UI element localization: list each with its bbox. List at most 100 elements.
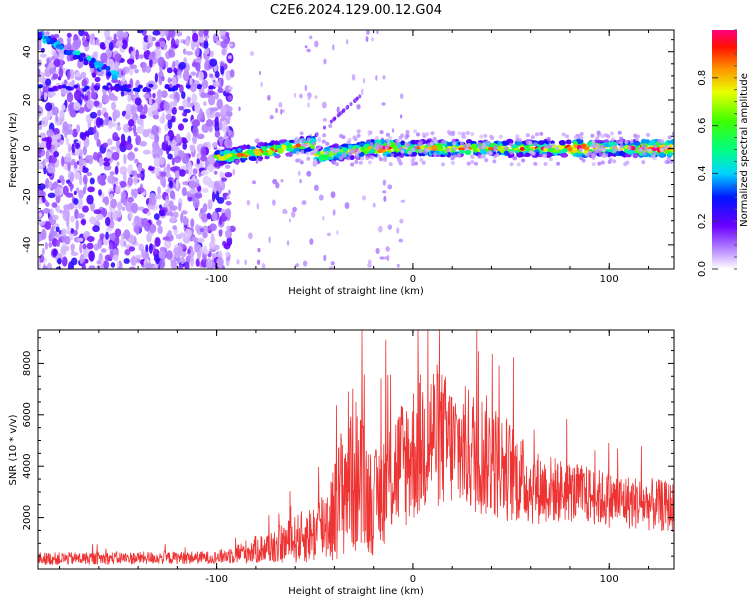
- heatmap-cell: [164, 83, 170, 88]
- heatmap-cell: [419, 140, 424, 145]
- heatmap-cell: [126, 84, 132, 89]
- heatmap-cell: [130, 105, 137, 116]
- heatmap-cell: [342, 108, 346, 113]
- heatmap-cell: [372, 202, 376, 208]
- heatmap-cell: [149, 223, 157, 234]
- heatmap-cell: [88, 265, 96, 269]
- heatmap-cell: [70, 215, 75, 223]
- heatmap-cell: [130, 50, 137, 56]
- colorbar-tick-label: 0.8: [697, 70, 708, 86]
- heatmap-cell: [126, 58, 135, 65]
- heatmap-cell: [228, 129, 232, 136]
- heatmap-cell: [166, 250, 173, 260]
- heatmap-cell: [51, 202, 58, 208]
- heatmap-cell: [552, 149, 560, 153]
- heatmap-cell: [167, 118, 173, 130]
- heatmap-cell: [268, 236, 271, 244]
- heatmap-cell: [339, 133, 344, 138]
- heatmap-cell: [105, 216, 111, 227]
- heatmap-cell: [600, 134, 605, 139]
- heatmap-cell: [386, 142, 391, 147]
- heatmap-cell: [114, 228, 122, 238]
- spectrogram-x-tick-label: 100: [600, 274, 619, 285]
- heatmap-cell: [56, 239, 60, 247]
- heatmap-cell: [255, 139, 259, 144]
- heatmap-cell: [574, 152, 583, 158]
- chart-title: C2E6.2024.129.00.12.G04: [270, 3, 442, 18]
- heatmap-cell: [81, 79, 88, 88]
- heatmap-cell: [313, 184, 319, 191]
- heatmap-cell: [143, 93, 150, 99]
- heatmap-cell: [345, 105, 349, 110]
- heatmap-cell: [533, 142, 538, 147]
- heatmap-cell: [188, 180, 197, 190]
- heatmap-cell: [272, 199, 276, 206]
- heatmap-cell: [127, 93, 132, 103]
- heatmap-cell: [87, 186, 95, 193]
- heatmap-cell: [387, 184, 393, 190]
- heatmap-cell: [518, 151, 524, 158]
- heatmap-cell: [342, 147, 348, 153]
- heatmap-cell: [182, 112, 187, 117]
- heatmap-cell: [135, 49, 140, 61]
- heatmap-cell: [346, 156, 351, 161]
- heatmap-cell: [38, 220, 46, 226]
- heatmap-cell: [546, 136, 551, 141]
- heatmap-cell: [214, 116, 219, 126]
- heatmap-cell: [309, 35, 313, 40]
- heatmap-cell: [333, 116, 337, 121]
- heatmap-cell: [53, 58, 61, 67]
- heatmap-cell: [80, 219, 86, 225]
- heatmap-cell: [127, 196, 134, 203]
- heatmap-cell: [416, 132, 421, 137]
- heatmap-cell: [238, 106, 241, 112]
- heatmap-cell: [105, 151, 112, 159]
- heatmap-cell: [278, 139, 285, 144]
- heatmap-cell: [232, 168, 236, 176]
- heatmap-cell: [619, 144, 624, 149]
- heatmap-cell: [324, 146, 332, 151]
- heatmap-cell: [188, 166, 193, 177]
- spectrogram-y-tick-label: -40: [22, 237, 33, 253]
- heatmap-cell: [421, 132, 426, 137]
- heatmap-cell: [295, 263, 300, 267]
- heatmap-cell: [165, 30, 169, 37]
- heatmap-cell: [133, 123, 137, 135]
- spectrogram-y-tick-label: -20: [22, 188, 33, 204]
- heatmap-cell: [478, 145, 483, 150]
- heatmap-cell: [166, 67, 173, 74]
- heatmap-cell: [284, 210, 288, 214]
- heatmap-cell: [651, 147, 659, 151]
- heatmap-cell: [66, 32, 72, 38]
- heatmap-cell: [127, 213, 131, 220]
- spectrogram-frame: [37, 29, 675, 270]
- heatmap-cell: [49, 208, 55, 216]
- heatmap-cell: [459, 141, 464, 146]
- heatmap-cell: [558, 139, 566, 146]
- heatmap-cell: [246, 149, 255, 155]
- heatmap-cell: [89, 177, 95, 185]
- heatmap-cell: [375, 74, 378, 81]
- heatmap-cell: [210, 233, 215, 243]
- heatmap-cell: [346, 140, 351, 145]
- heatmap-cell: [38, 39, 42, 51]
- heatmap-cell: [356, 129, 361, 134]
- heatmap-cell: [202, 175, 211, 186]
- heatmap-cell: [53, 151, 60, 158]
- heatmap-cell: [356, 133, 361, 138]
- heatmap-cell: [112, 210, 118, 221]
- heatmap-cell: [530, 135, 535, 140]
- heatmap-cell: [470, 131, 475, 136]
- heatmap-cell: [332, 44, 335, 51]
- heatmap-cell: [221, 177, 228, 182]
- heatmap-cell: [220, 105, 227, 115]
- heatmap-cell: [223, 242, 231, 250]
- heatmap-cell: [351, 149, 356, 154]
- heatmap-cell: [38, 232, 42, 243]
- heatmap-cell: [48, 242, 53, 248]
- heatmap-cell: [227, 115, 231, 121]
- heatmap-cell: [379, 130, 384, 135]
- heatmap-cell: [591, 155, 596, 160]
- heatmap-cell: [115, 138, 121, 149]
- heatmap-cell: [167, 229, 172, 237]
